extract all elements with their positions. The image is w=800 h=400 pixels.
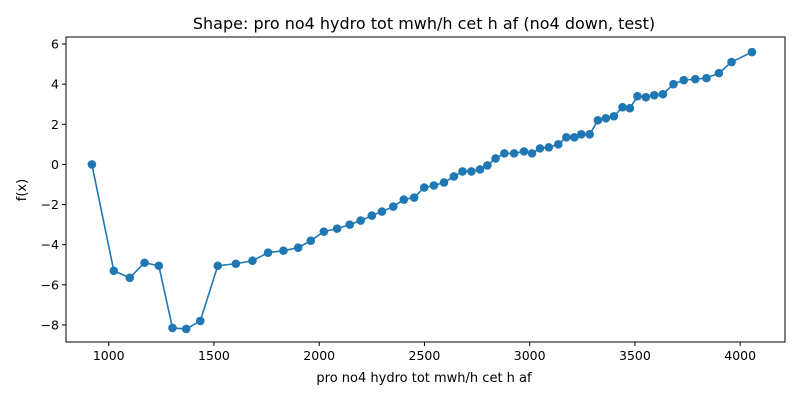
x-tick-label: 3000	[514, 348, 546, 363]
y-tick-label: 0	[51, 157, 59, 172]
data-point	[125, 273, 135, 283]
y-tick-label: 4	[51, 77, 59, 92]
data-point	[475, 165, 485, 174]
data-point	[293, 243, 303, 252]
data-point	[319, 227, 329, 236]
data-point	[641, 92, 651, 102]
data-point	[625, 103, 635, 113]
x-tick-label: 2000	[303, 348, 335, 363]
plot-frame	[65, 36, 786, 343]
x-tick-label: 1000	[93, 348, 125, 363]
data-point	[429, 181, 439, 190]
data-point	[195, 316, 205, 326]
data-point	[679, 75, 689, 85]
data-point	[154, 261, 164, 271]
x-axis: 1000 1500 2000 2500 3000 3500 4000	[93, 342, 756, 363]
data-point	[576, 130, 586, 139]
data-point	[279, 246, 288, 255]
data-point	[714, 68, 724, 78]
data-point	[747, 47, 757, 57]
data-point	[377, 207, 387, 216]
data-point	[609, 111, 619, 121]
data-point	[633, 91, 642, 101]
data-point	[554, 140, 563, 149]
data-point	[669, 79, 678, 89]
data-point	[500, 149, 509, 158]
chart-title: Shape: pro no4 hydro tot mwh/h cet h af …	[193, 14, 655, 33]
x-tick-label: 3500	[619, 348, 651, 363]
data-point	[419, 183, 429, 192]
data-point	[87, 160, 97, 169]
data-point	[519, 147, 529, 156]
data-point	[702, 73, 711, 83]
data-point	[356, 216, 365, 225]
data-point	[367, 211, 377, 220]
x-axis-label: pro no4 hydro tot mwh/h cet h af	[316, 371, 532, 386]
x-tick-label: 2500	[409, 348, 441, 363]
data-point	[527, 149, 537, 158]
y-tick-label: −8	[41, 317, 59, 332]
data-point	[140, 258, 149, 268]
data-point	[263, 248, 273, 258]
data-point	[570, 133, 579, 142]
data-point	[332, 224, 342, 233]
y-tick-label: −6	[41, 277, 59, 292]
y-tick-label: 6	[51, 37, 59, 52]
data-point	[483, 161, 492, 170]
data-point	[248, 256, 257, 266]
data-point	[535, 144, 545, 153]
data-point	[562, 133, 571, 142]
data-point	[601, 113, 611, 123]
data-point	[213, 261, 223, 271]
data-point	[181, 324, 191, 334]
data-point	[544, 143, 554, 152]
data-point	[509, 149, 519, 158]
data-point	[399, 195, 409, 204]
data-point	[467, 167, 476, 176]
data-point	[306, 236, 316, 245]
data-point	[658, 89, 668, 99]
plot-area	[65, 36, 786, 343]
data-point	[491, 154, 500, 163]
data-point	[727, 57, 736, 67]
data-point	[109, 266, 119, 276]
data-point	[618, 102, 627, 112]
data-point	[439, 178, 449, 187]
data-point	[345, 220, 355, 229]
x-tick-label: 4000	[724, 348, 756, 363]
data-point	[409, 193, 419, 202]
data-point	[449, 172, 459, 181]
y-tick-label: −2	[41, 197, 59, 212]
y-tick-label: 2	[51, 117, 59, 132]
data-point	[691, 74, 700, 84]
data-point	[168, 323, 177, 333]
data-point	[649, 90, 659, 100]
data-point	[458, 167, 467, 176]
data-point	[585, 130, 594, 139]
data-point	[231, 259, 241, 269]
x-tick-label: 1500	[198, 348, 230, 363]
y-axis: −8 −6 −4 −2 0 2 4 6	[41, 37, 66, 332]
data-point	[389, 202, 398, 211]
y-tick-label: −4	[41, 237, 59, 252]
y-axis-label: f(x)	[15, 179, 30, 201]
data-point	[593, 115, 603, 125]
